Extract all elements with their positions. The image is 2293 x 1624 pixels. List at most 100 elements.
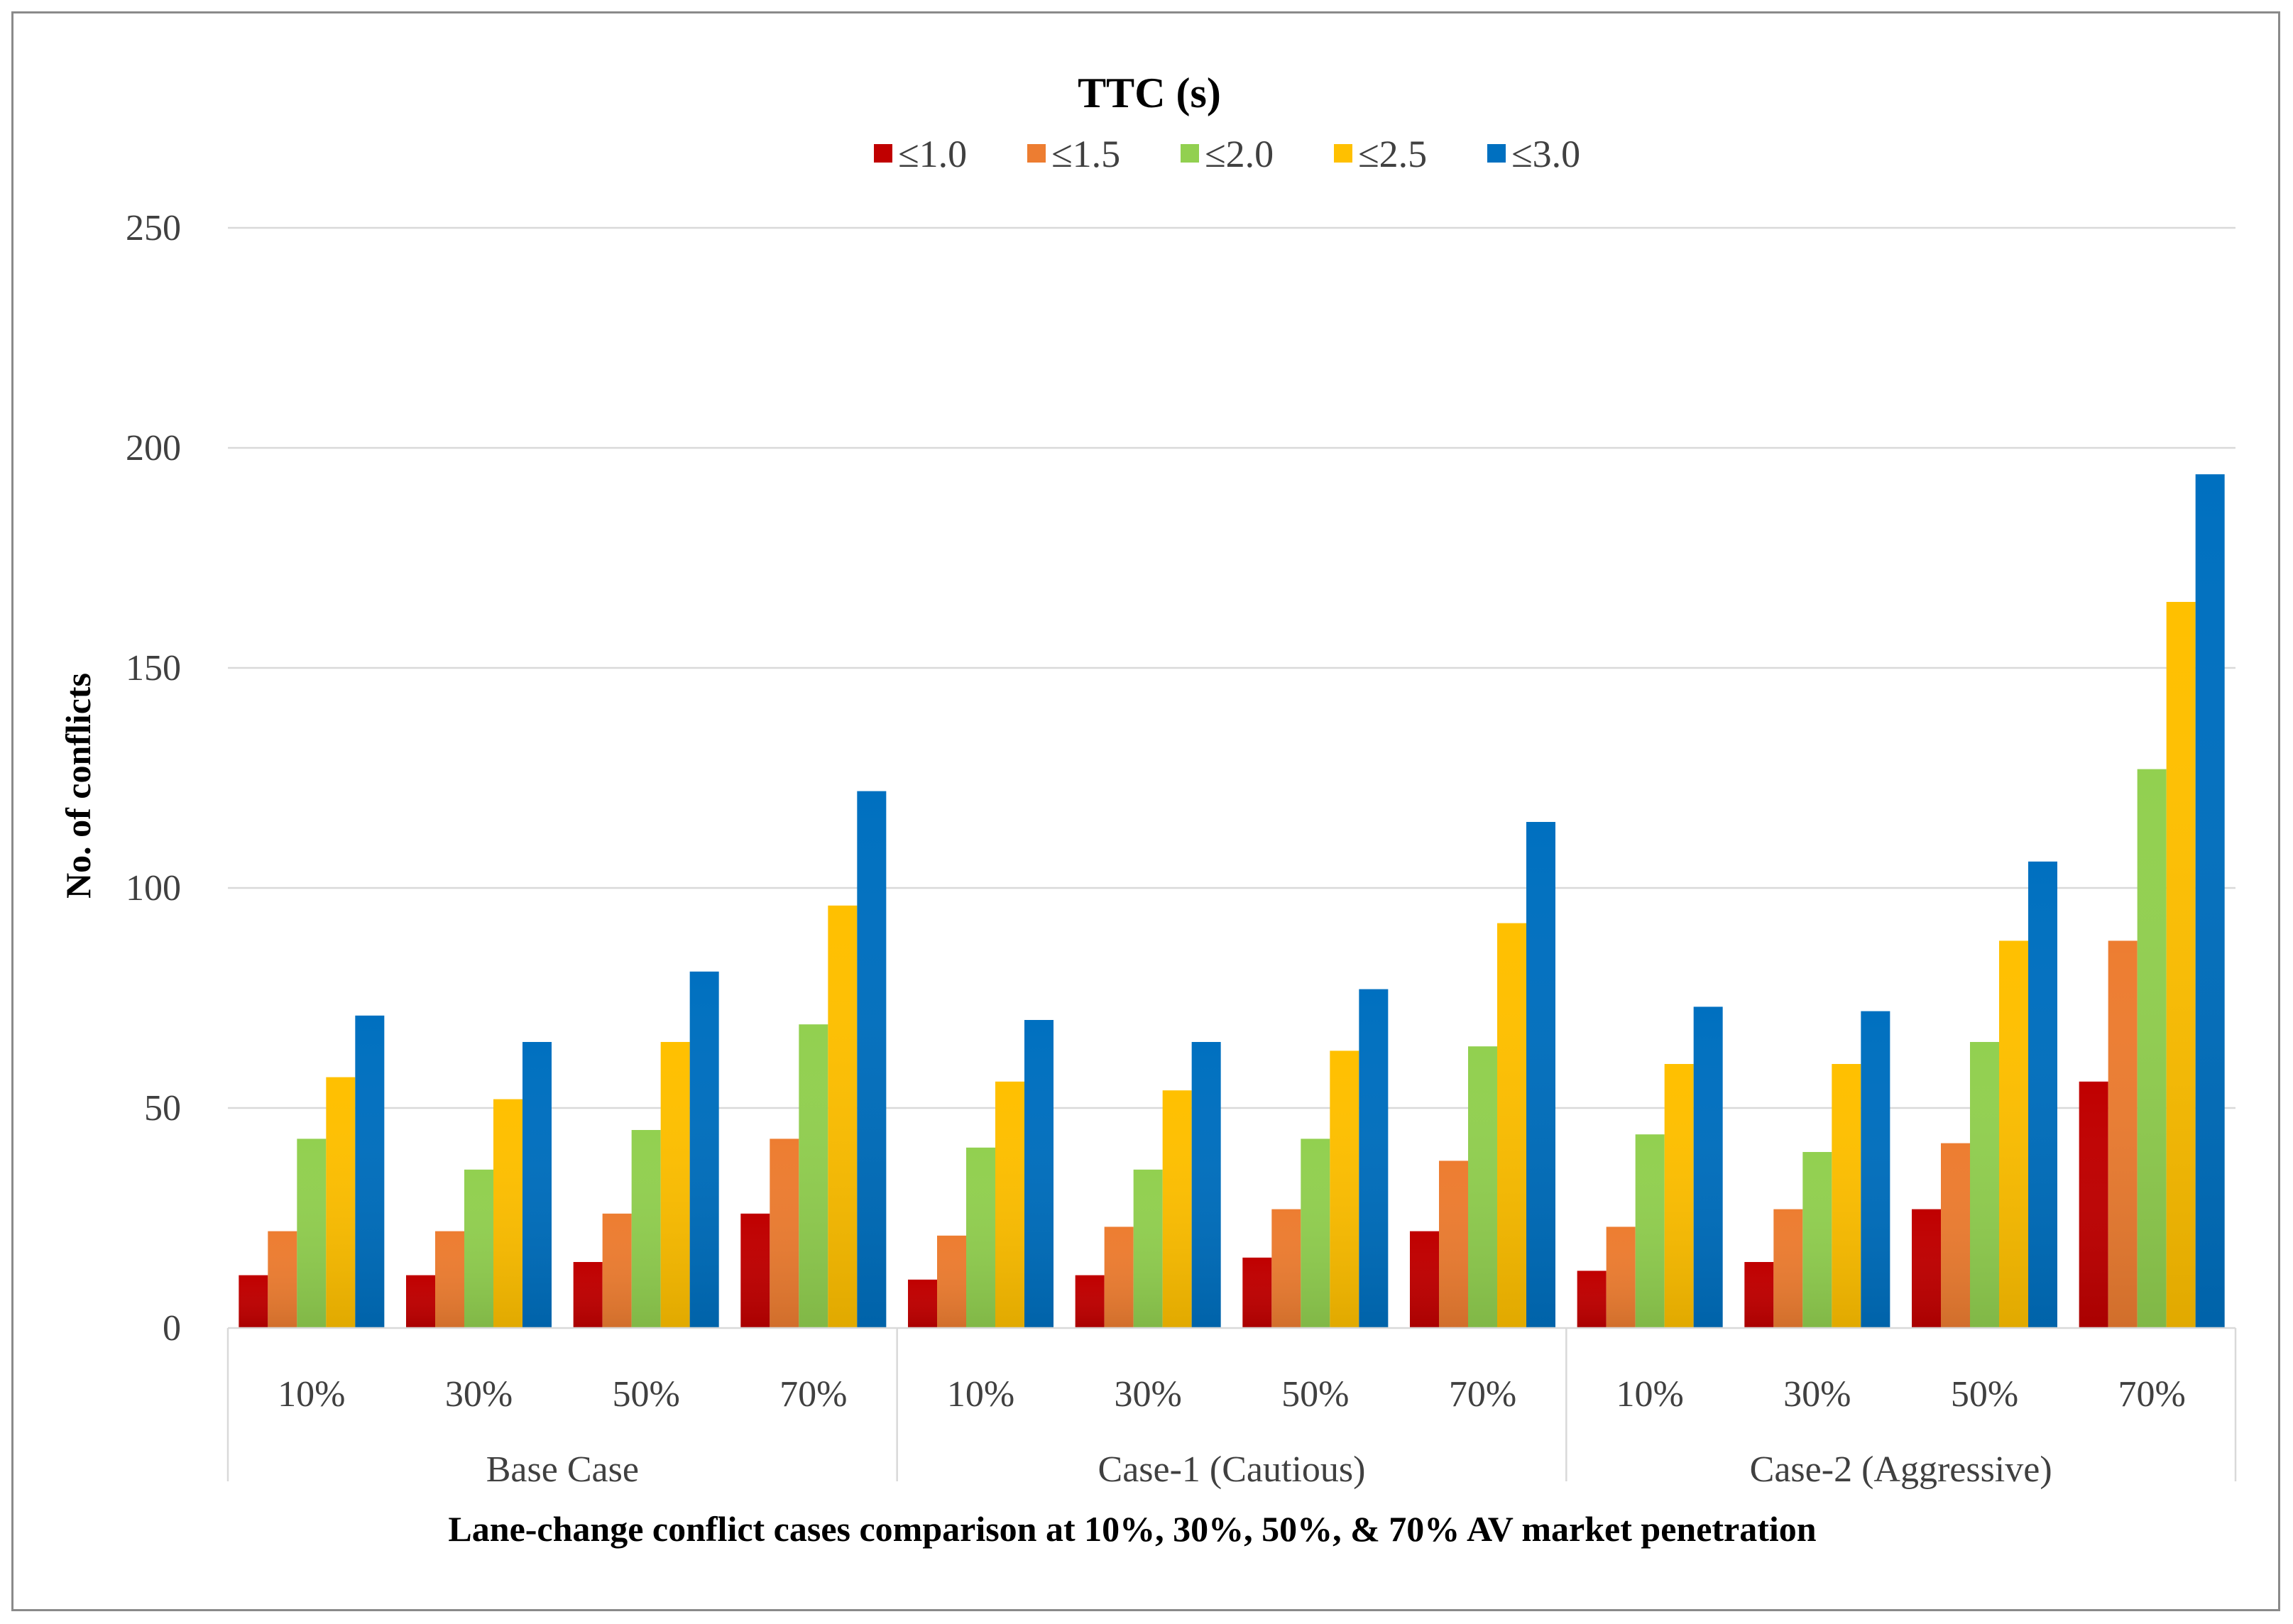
- x-tick-label: 50%: [1281, 1374, 1349, 1415]
- bar-shade: [1832, 1064, 1861, 1328]
- y-tick-label: 250: [126, 208, 181, 248]
- legend-label: ≤2.5: [1358, 133, 1427, 175]
- bar-shade: [660, 1042, 690, 1328]
- bar-shade: [1861, 1011, 1890, 1328]
- y-axis-ticks: 0 50 100 150 200 250: [126, 208, 181, 1349]
- bar-shade: [1191, 1042, 1221, 1328]
- bar-shade: [2028, 861, 2057, 1328]
- x-tick-label: 30%: [445, 1374, 513, 1415]
- bar-shade: [1301, 1139, 1330, 1328]
- bar-shade: [1410, 1231, 1439, 1328]
- legend-swatch: [874, 144, 892, 163]
- y-tick-label: 0: [163, 1308, 181, 1349]
- bar-shade: [1359, 989, 1389, 1328]
- y-axis-title: No. of conflicts: [58, 673, 98, 899]
- bar-shade: [1162, 1090, 1192, 1328]
- bars: [239, 474, 2225, 1329]
- x-tick-label: 10%: [1616, 1374, 1684, 1415]
- bar-shade: [602, 1213, 632, 1328]
- x-tick-label: 50%: [1951, 1374, 2018, 1415]
- group-label: Base Case: [486, 1449, 639, 1490]
- legend-label: ≤3.0: [1511, 133, 1580, 175]
- x-axis-title: Lane-change conflict cases comparison at…: [448, 1509, 1816, 1549]
- y-tick-label: 50: [144, 1088, 181, 1129]
- legend-label: ≤1.5: [1051, 133, 1120, 175]
- bar-shade: [1664, 1064, 1694, 1328]
- bar-shade: [1526, 822, 1555, 1328]
- x-tick-label: 30%: [1115, 1374, 1182, 1415]
- bar-shade: [1024, 1020, 1054, 1328]
- bar-shade: [1635, 1134, 1665, 1328]
- legend-swatch: [1181, 144, 1199, 163]
- bar-shade: [326, 1077, 356, 1328]
- legend-label: ≤1.0: [898, 133, 967, 175]
- bar-shade: [966, 1147, 995, 1328]
- x-tick-label: 30%: [1783, 1374, 1851, 1415]
- y-tick-label: 150: [126, 648, 181, 688]
- bar-shade: [828, 905, 858, 1328]
- bar-shade: [1577, 1271, 1607, 1328]
- bar-shade: [1999, 940, 2028, 1328]
- bar-shade: [2166, 602, 2196, 1328]
- legend-swatch: [1027, 144, 1046, 163]
- bar-shade: [857, 791, 887, 1328]
- bar-shade: [1271, 1209, 1301, 1328]
- bar-shade: [493, 1099, 522, 1328]
- bar-shade: [573, 1262, 603, 1328]
- bar-shade: [355, 1015, 385, 1328]
- bar-shade: [522, 1042, 552, 1328]
- y-tick-label: 100: [126, 868, 181, 909]
- x-tick-label: 70%: [779, 1374, 847, 1415]
- bar-shade: [1970, 1042, 1999, 1328]
- chart-frame: TTC (s) ≤1.0 ≤1.5 ≤2.0 ≤2.5 ≤3.0 0 50 100 150 20…: [11, 11, 2280, 1611]
- bar-shade: [406, 1275, 435, 1328]
- x-axis: 10% 30% 50% 70% Base Case 10% 30% 50% 70% Case-1 …: [226, 1327, 2237, 1490]
- bar-shade: [464, 1169, 493, 1328]
- y-tick-label: 200: [126, 428, 181, 468]
- bar-shade: [770, 1139, 799, 1328]
- bar-shade: [239, 1275, 268, 1328]
- bar-shade: [1802, 1152, 1832, 1328]
- bar-shade: [1773, 1209, 1803, 1328]
- gridlines: [228, 226, 2235, 1109]
- x-tick-label: 50%: [613, 1374, 680, 1415]
- x-tick-label: 70%: [1449, 1374, 1516, 1415]
- group-label: Case-1 (Cautious): [1098, 1449, 1366, 1490]
- bar-shade: [908, 1279, 937, 1328]
- bar-shade: [1133, 1169, 1163, 1328]
- x-tick-label: 70%: [2118, 1374, 2186, 1415]
- bar-shade: [689, 971, 719, 1328]
- legend: ≤1.0 ≤1.5 ≤2.0 ≤2.5 ≤3.0: [874, 133, 1580, 175]
- x-tick-label: 10%: [947, 1374, 1014, 1415]
- bar-shade: [631, 1130, 661, 1328]
- legend-swatch: [1487, 144, 1506, 163]
- bar-shade: [1104, 1227, 1134, 1328]
- bar-shade: [1330, 1050, 1359, 1328]
- bar-shade: [297, 1139, 327, 1328]
- bar-shade: [799, 1024, 828, 1328]
- bar-shade: [1941, 1143, 1970, 1328]
- bar-shade: [1912, 1209, 1941, 1328]
- bar-shade: [268, 1231, 297, 1328]
- bar-shade: [1744, 1262, 1774, 1328]
- bar-shade: [1497, 923, 1526, 1328]
- bar-shade: [1606, 1227, 1636, 1328]
- bar-shade: [995, 1081, 1024, 1328]
- chart-canvas: TTC (s) ≤1.0 ≤1.5 ≤2.0 ≤2.5 ≤3.0 0 50 100 150 20…: [58, 70, 2237, 1549]
- bar-shade: [2079, 1081, 2108, 1328]
- bar-shade: [2108, 940, 2138, 1328]
- bar-shade: [1468, 1046, 1497, 1328]
- legend-swatch: [1334, 144, 1352, 163]
- bar-shade: [1693, 1006, 1723, 1328]
- bar-shade: [1242, 1257, 1272, 1328]
- legend-label: ≤2.0: [1205, 133, 1274, 175]
- group-label: Case-2 (Aggressive): [1750, 1449, 2052, 1490]
- bar-shade: [2195, 474, 2225, 1329]
- bar-shade: [937, 1235, 966, 1328]
- bar-shade: [740, 1213, 770, 1328]
- bar-shade: [1075, 1275, 1105, 1328]
- bar-shade: [2137, 769, 2167, 1328]
- bar-shade: [1439, 1161, 1468, 1328]
- bar-shade: [435, 1231, 464, 1328]
- chart-title: TTC (s): [1078, 70, 1221, 116]
